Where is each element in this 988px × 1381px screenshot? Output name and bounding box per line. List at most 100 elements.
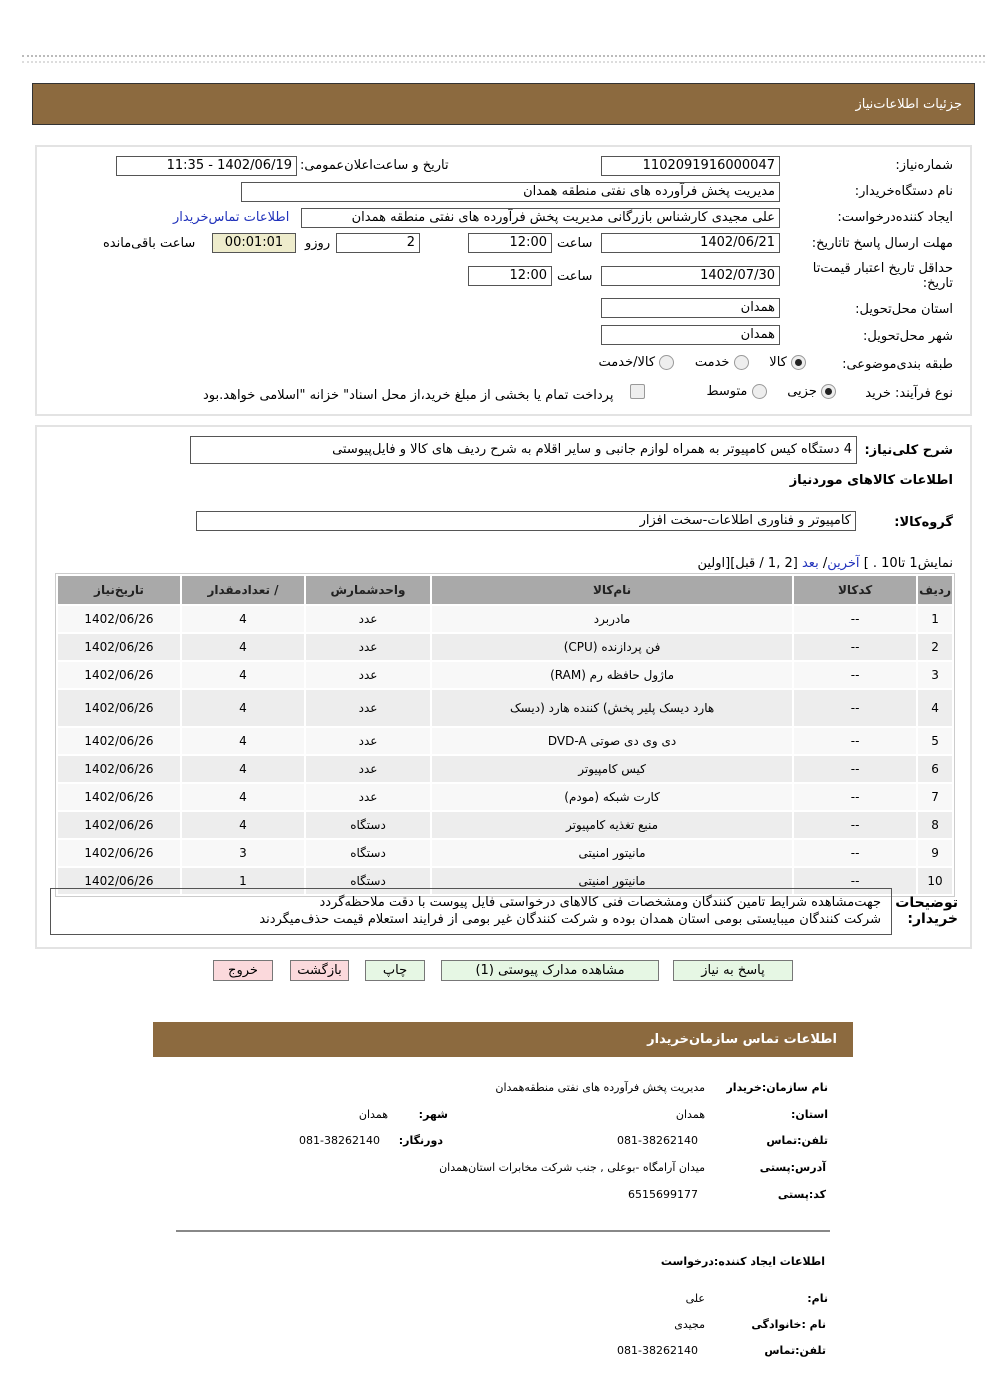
group-label: گروه‌کالا: xyxy=(894,515,953,530)
radio-minor[interactable] xyxy=(821,384,836,399)
pager-text: نمایش1 تا10 . ] xyxy=(863,556,953,571)
creator-info-title: اطلاعات ایجاد کننده:درخواست xyxy=(660,1255,825,1268)
col-row: ردیف xyxy=(918,576,952,604)
radio-goods-service-label: کالا/خدمت xyxy=(598,355,656,370)
process-label: نوع فرآیند: خرید xyxy=(865,386,953,401)
radio-medium[interactable] xyxy=(751,384,767,399)
deadline-date-field: 1402/06/21 xyxy=(601,233,780,253)
exit-button[interactable]: خروج xyxy=(213,960,273,981)
item-name: مانیتور امنیتی xyxy=(432,868,793,894)
item-qty: 4 xyxy=(182,690,304,726)
table-row: 9 -- مانیتور امنیتی دستگاه 3 1402/06/26 xyxy=(58,840,952,866)
pager-last-link[interactable]: آخرین xyxy=(827,556,860,571)
deadline-label: مهلت ارسال پاسخ تا‌تاریخ: xyxy=(811,236,953,251)
item-date: 1402/06/26 xyxy=(58,756,180,782)
fax-value: 081-38262140 xyxy=(299,1134,380,1147)
item-name: ماژول حافظه رم (RAM) xyxy=(432,662,793,688)
item-date: 1402/06/26 xyxy=(58,634,180,660)
treasury-checkbox[interactable] xyxy=(630,384,645,399)
notes-box: جهت‌مشاهده شرایط تامین کنندگان ومشخصات ف… xyxy=(50,888,892,935)
phone-label: تلفن:تماس xyxy=(766,1134,828,1147)
need-number-field: 1102091916000047 xyxy=(601,156,780,176)
announce-label: تاریخ و ساعت‌اعلان‌عمومی: xyxy=(300,158,449,173)
item-date: 1402/06/26 xyxy=(58,690,180,726)
creator-field: علی مجیدی کارشناس بازرگانی مدیریت پخش فر… xyxy=(301,208,780,228)
item-code: -- xyxy=(794,728,917,754)
col-date: تاریخ‌نیاز xyxy=(58,576,180,604)
details-panel xyxy=(35,145,972,416)
buyer-label: نام دستگاه‌خریدار: xyxy=(854,184,953,199)
item-date: 1402/06/26 xyxy=(58,784,180,810)
validity-time-field: 12:00 xyxy=(468,266,552,286)
table-row: 6 -- کیس کامپیوتر عدد 4 1402/06/26 xyxy=(58,756,952,782)
row-number: 5 xyxy=(918,728,952,754)
notes-line-2: شرکت کنندگان میبایستی بومی استان همدان ب… xyxy=(259,912,881,927)
validity-label: حداقل تاریخ اعتبار قیمت‌تا تاریخ: xyxy=(812,261,953,291)
row-number: 6 xyxy=(918,756,952,782)
item-qty: 4 xyxy=(182,662,304,688)
name-label: نام: xyxy=(807,1292,828,1305)
validity-date-field: 1402/07/30 xyxy=(601,266,780,286)
creator-phone-label: تلفن:تماس xyxy=(764,1344,826,1357)
print-button[interactable]: چاپ xyxy=(365,960,425,981)
item-qty: 4 xyxy=(182,634,304,660)
item-unit: دستگاه xyxy=(306,840,430,866)
item-qty: 4 xyxy=(182,756,304,782)
item-qty: 4 xyxy=(182,606,304,632)
radio-goods-service[interactable] xyxy=(659,355,675,370)
postal-value: 6515699177 xyxy=(628,1188,698,1201)
days-label: روزو xyxy=(305,236,331,251)
table-row: 10 -- مانیتور امنیتی دستگاه 1 1402/06/26 xyxy=(58,868,952,894)
creator-phone-value: 081-38262140 xyxy=(617,1344,698,1357)
row-number: 9 xyxy=(918,840,952,866)
reply-button[interactable]: پاسخ به نیاز xyxy=(673,960,793,981)
fax-label: دورنگار: xyxy=(398,1134,443,1147)
table-row: 8 -- منبع تغذیه کامپیوتر دستگاه 4 1402/06/26 xyxy=(58,812,952,838)
table-row: 1 -- مادربرد عدد 4 1402/06/26 xyxy=(58,606,952,632)
contact-title: اطلاعات تماس سازمان‌خریدار xyxy=(647,1032,837,1047)
buyer-contact-link[interactable]: اطلاعات تماس‌خریدار xyxy=(173,210,290,225)
item-unit: عدد xyxy=(306,662,430,688)
group-field: کامپیوتر و فناوری اطلاعات-سخت افزار xyxy=(196,511,856,531)
treasury-option: پرداخت تمام یا بخشی از مبلغ خرید،از محل … xyxy=(203,384,645,403)
table-row: 2 -- فن پردازنده (CPU) عدد 4 1402/06/26 xyxy=(58,634,952,660)
item-unit: عدد xyxy=(306,784,430,810)
back-button[interactable]: بازگشت xyxy=(290,960,349,981)
item-date: 1402/06/26 xyxy=(58,812,180,838)
item-code: -- xyxy=(794,868,917,894)
item-code: -- xyxy=(794,662,917,688)
description-field: 4 دستگاه کیس کامپیوتر به همراه لوازم جان… xyxy=(190,436,857,464)
item-name: مانیتور امنیتی xyxy=(432,840,793,866)
item-unit: عدد xyxy=(306,728,430,754)
item-code: -- xyxy=(794,690,917,726)
item-code: -- xyxy=(794,634,917,660)
radio-minor-label: جزیی xyxy=(787,384,817,399)
item-name: هارد دیسک پلیر پخش) کننده هارد (دیسک xyxy=(432,690,793,726)
item-name: کارت شبکه (مودم) xyxy=(432,784,793,810)
col-name: نام‌کالا xyxy=(432,576,793,604)
row-number: 8 xyxy=(918,812,952,838)
goods-title: اطلاعات کالاهای موردنیاز xyxy=(789,473,953,488)
goods-table: ردیف کدکالا نام‌کالا واحدشمارش / تعدادمق… xyxy=(55,573,955,897)
item-date: 1402/06/26 xyxy=(58,662,180,688)
radio-medium-label: متوسط xyxy=(706,384,748,399)
col-code: کدکالا xyxy=(794,576,917,604)
item-name: منبع تغذیه کامپیوتر xyxy=(432,812,793,838)
radio-service[interactable] xyxy=(733,355,749,370)
attachments-button[interactable]: مشاهده مدارک پیوستی (1) xyxy=(441,960,659,981)
org-value: مدیریت پخش فرآورده های نفتی منطقه‌همدان xyxy=(495,1081,705,1094)
description-label: شرح کلی‌نیاز: xyxy=(864,443,953,458)
province-contact-value: همدان xyxy=(675,1108,705,1121)
pager-next-link[interactable]: بعد xyxy=(801,556,819,571)
row-number: 7 xyxy=(918,784,952,810)
header-bar: جزئیات اطلاعات‌نیاز xyxy=(32,83,975,125)
radio-goods[interactable] xyxy=(791,355,806,370)
treasury-text: پرداخت تمام یا بخشی از مبلغ خرید،از محل … xyxy=(203,388,614,403)
remaining-label: ساعت باقی‌مانده xyxy=(103,236,196,251)
province-field: همدان xyxy=(601,298,780,318)
process-radio-group: جزیی متوسط xyxy=(707,384,836,399)
row-number: 2 xyxy=(918,634,952,660)
pager-pages[interactable]: [2 ,1 / قبل][اولین xyxy=(697,556,798,571)
item-qty: 4 xyxy=(182,728,304,754)
